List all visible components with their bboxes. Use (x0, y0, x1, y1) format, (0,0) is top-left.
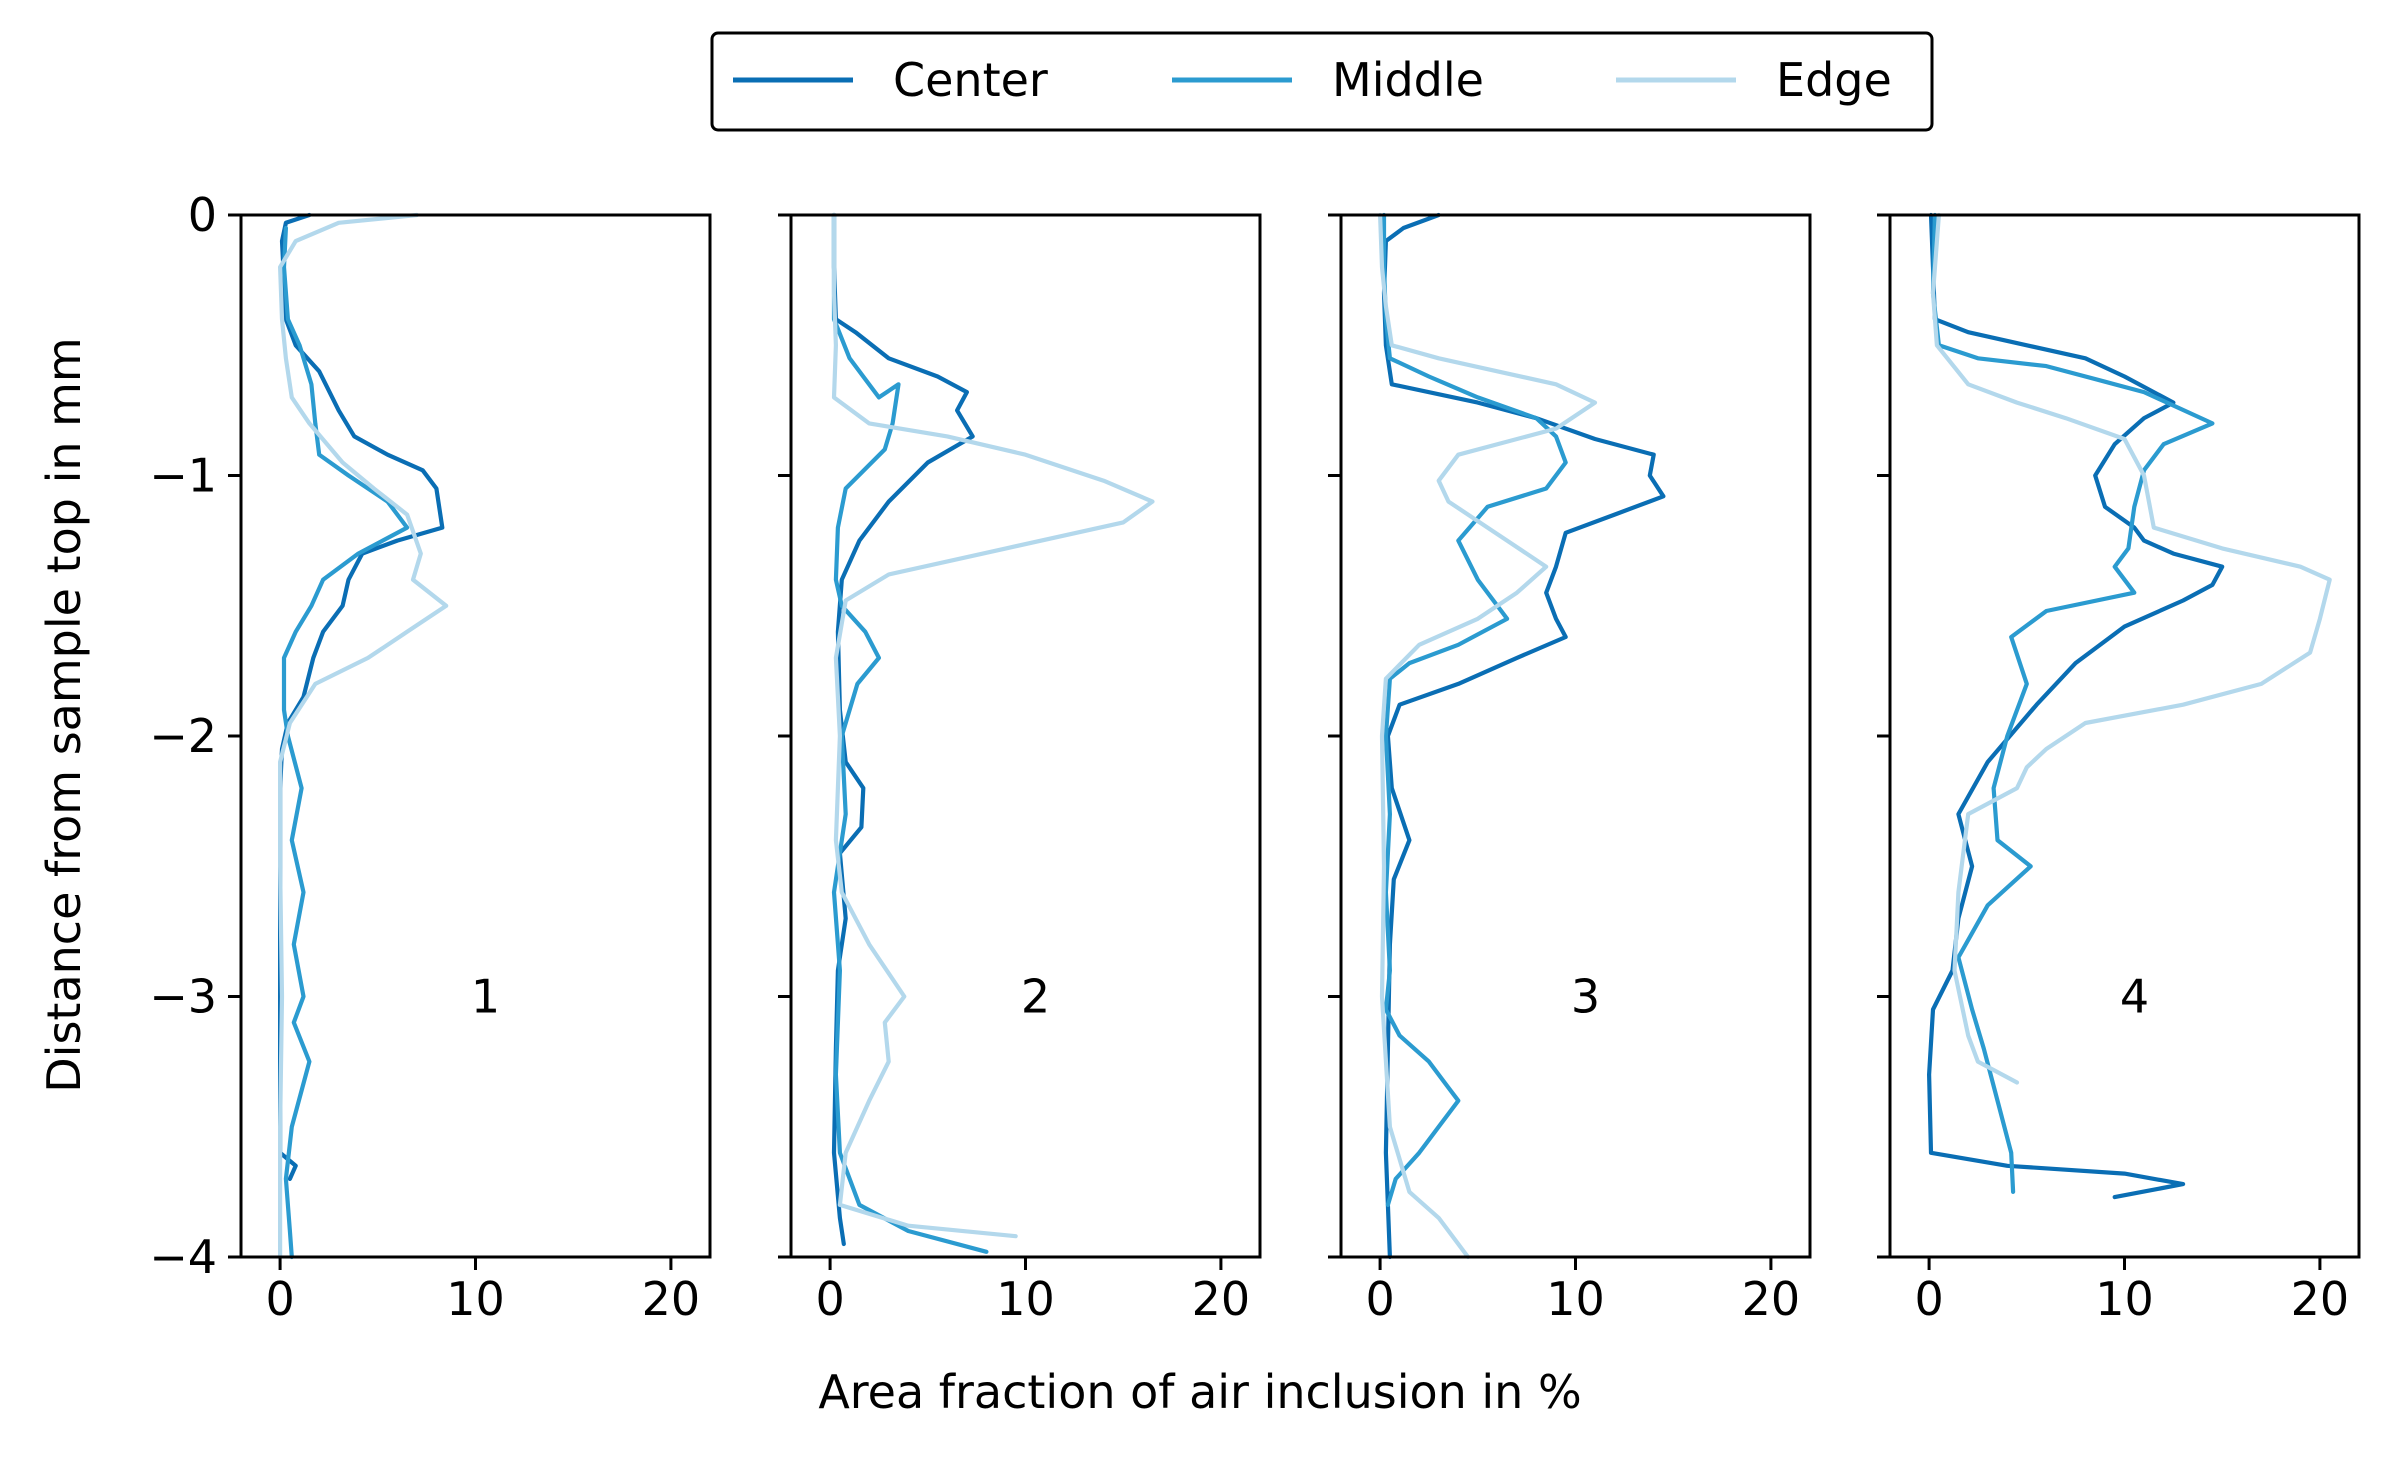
x-tick-label: 10 (2095, 1272, 2154, 1326)
y-tick-label: −3 (149, 970, 217, 1024)
legend-label-center: Center (893, 53, 1048, 107)
series-line-center-panel-4 (1927, 212, 2225, 1200)
legend-label-middle: Middle (1332, 53, 1484, 107)
series-line-middle-panel-1 (281, 225, 410, 1260)
y-axis-label: Distance from sample top in mm (37, 337, 91, 1092)
panel-4: 0 10 20 4 (1877, 212, 2361, 1326)
series-line-middle-panel-3 (1381, 212, 1568, 1207)
series-line-center-panel-3 (1381, 212, 1666, 1260)
panel-frame (239, 213, 712, 1259)
x-tick-label: 20 (642, 1272, 701, 1326)
legend-box (710, 31, 1934, 132)
legend-label-edge: Edge (1776, 53, 1892, 107)
legend-entries: Center Middle Edge (733, 53, 1892, 107)
series-line-edge-panel-4 (1930, 212, 2332, 1085)
series-line-edge-panel-1 (278, 212, 449, 1260)
x-tick-label: 0 (265, 1272, 294, 1326)
series-line-center-panel-2 (831, 212, 975, 1247)
panel-3: 0 10 20 3 (1328, 212, 1812, 1326)
x-tick-label: 20 (1742, 1272, 1801, 1326)
series-line-edge-panel-2 (831, 212, 1155, 1239)
x-tick-label: 0 (1365, 1272, 1394, 1326)
legend: Center Middle Edge (710, 31, 1934, 132)
y-tick-label: 0 (188, 188, 217, 242)
panel-label: 2 (1021, 970, 1050, 1024)
x-tick-label: 20 (1192, 1272, 1251, 1326)
x-tick-label: 20 (2291, 1272, 2350, 1326)
y-tick-label: −2 (149, 709, 217, 763)
x-tick-label: 10 (446, 1272, 505, 1326)
series-line-edge-panel-3 (1378, 212, 1598, 1260)
y-tick-label: −1 (149, 449, 217, 503)
x-axis-label: Area fraction of air inclusion in % (818, 1365, 1581, 1419)
series-line-middle-panel-2 (831, 212, 989, 1254)
x-tick-label: 10 (1546, 1272, 1605, 1326)
panel-2: 0 10 20 2 (778, 212, 1262, 1326)
panel-frame (1339, 213, 1812, 1259)
x-tick-label: 0 (815, 1272, 844, 1326)
x-tick-label: 0 (1914, 1272, 1943, 1326)
panel-label: 1 (471, 970, 500, 1024)
panel-1: 0 10 20 0 −1 −2 −3 −4 1 (149, 188, 712, 1326)
y-tick-label: −4 (149, 1230, 217, 1284)
panel-label: 3 (1571, 970, 1600, 1024)
series-line-middle-panel-4 (1930, 212, 2215, 1194)
panel-label: 4 (2120, 970, 2149, 1024)
x-tick-label: 10 (996, 1272, 1055, 1326)
